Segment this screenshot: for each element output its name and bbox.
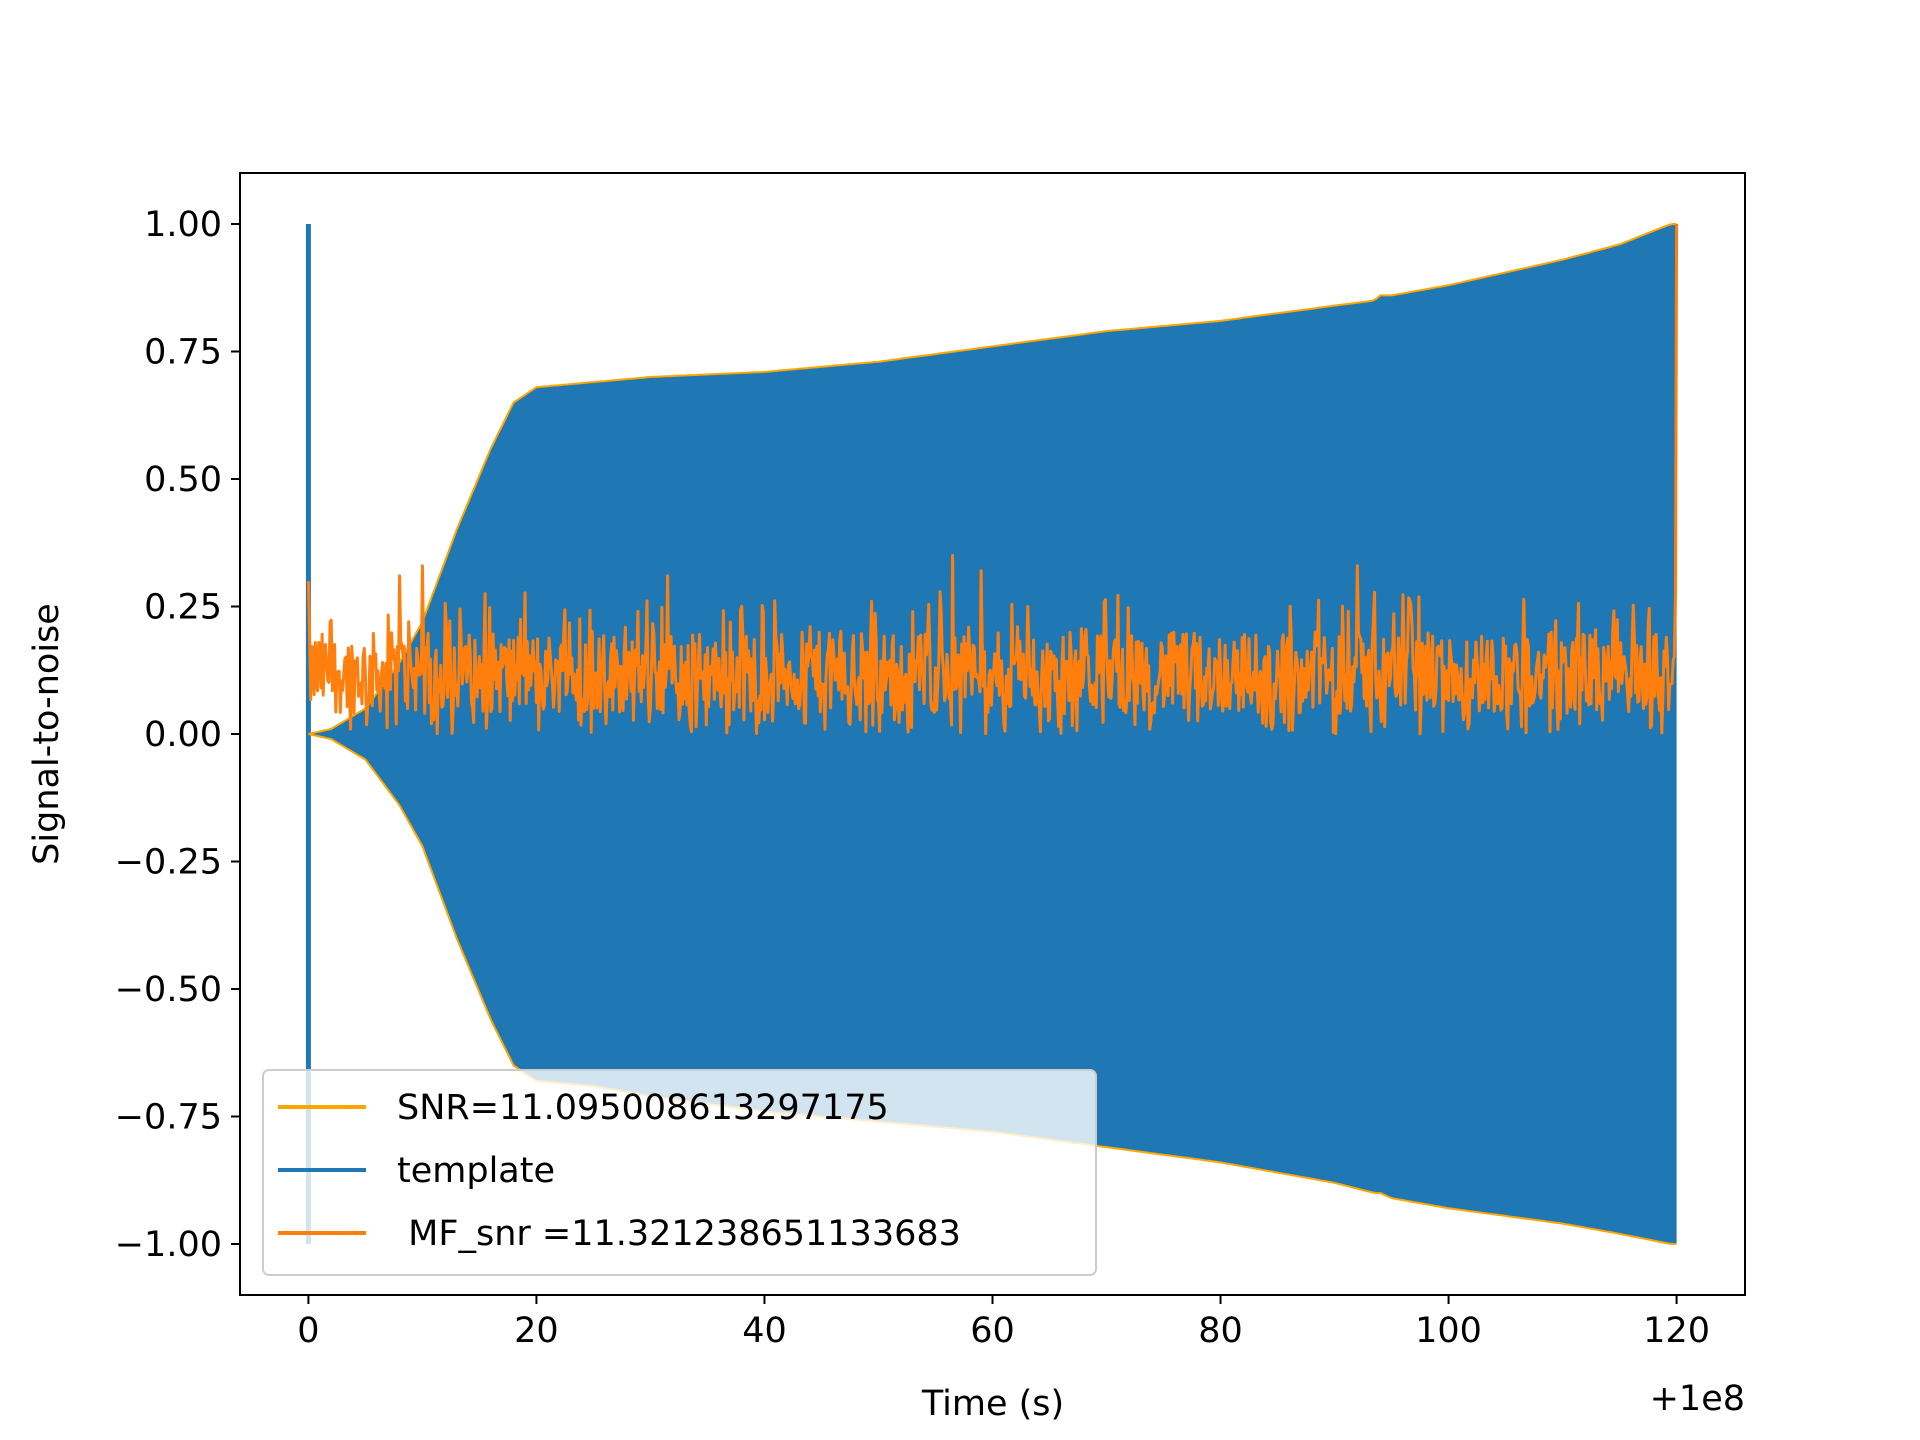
- y-tick-label: −0.75: [115, 1098, 222, 1138]
- x-tick-label: 20: [514, 1311, 559, 1351]
- y-tick-label: −0.25: [115, 843, 222, 883]
- y-tick-label: 0.00: [144, 715, 222, 755]
- y-tick-label: −0.50: [115, 970, 222, 1010]
- x-tick-label: 100: [1415, 1311, 1482, 1351]
- legend-label-template: template: [397, 1151, 555, 1191]
- x-axis: 0 20 40 60 80 100 120: [297, 1295, 1710, 1351]
- plot-area: [305, 223, 1679, 1245]
- mf-snr-series: [306, 223, 1679, 736]
- y-tick-label: −1.00: [115, 1225, 222, 1265]
- x-tick-label: 40: [742, 1311, 787, 1351]
- legend-label-snr: SNR=11.095008613297175: [397, 1088, 889, 1128]
- x-axis-label: Time (s): [921, 1384, 1064, 1424]
- y-axis-label: Signal-to-noise: [27, 603, 67, 865]
- legend-box: [262, 1069, 1097, 1276]
- snr-series-upper: [308, 223, 1677, 735]
- x-tick-label: 0: [297, 1311, 319, 1351]
- template-series: [308, 224, 1677, 1244]
- y-axis: 1.00 0.75 0.50 0.25 0.00 −0.25 −0.50 −0.75 −1.00: [115, 205, 240, 1265]
- x-axis-offset-label: +1e8: [1650, 1379, 1745, 1419]
- x-tick-label: 80: [1198, 1311, 1243, 1351]
- x-tick-label: 60: [970, 1311, 1015, 1351]
- legend: SNR=11.095008613297175 template MF_snr =…: [262, 1069, 1097, 1276]
- y-tick-label: 0.25: [144, 588, 222, 628]
- y-tick-label: 0.75: [144, 333, 222, 373]
- y-tick-label: 0.50: [144, 460, 222, 500]
- x-tick-label: 120: [1643, 1311, 1710, 1351]
- legend-label-mf-snr: MF_snr =11.321238651133683: [397, 1214, 961, 1254]
- y-tick-label: 1.00: [144, 205, 222, 245]
